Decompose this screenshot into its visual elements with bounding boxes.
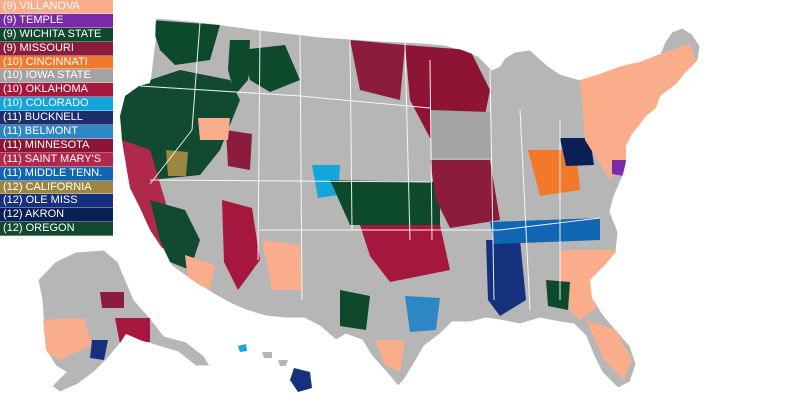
hawaii-island-1 bbox=[238, 344, 247, 352]
region-wichita-mt bbox=[240, 45, 300, 92]
region-middle-tenn bbox=[490, 218, 600, 244]
legend-item: (9) VILLANOVA bbox=[0, 0, 113, 14]
hawaii-island-3 bbox=[278, 360, 288, 366]
region-wichita-tx bbox=[340, 290, 370, 330]
legend-item: (11) BELMONT bbox=[0, 125, 113, 139]
region-missouri-nd bbox=[350, 40, 405, 100]
region-wichita-pnw bbox=[150, 20, 220, 65]
hawaii-islands bbox=[238, 344, 312, 392]
region-wichita-kansas bbox=[330, 180, 440, 225]
state-border-lines bbox=[139, 21, 601, 311]
region-villanova-ne bbox=[580, 44, 700, 180]
region-villanova-mt bbox=[198, 118, 230, 140]
legend-item: (9) TEMPLE bbox=[0, 13, 113, 28]
legend-item: (11) SAINT MARY'S bbox=[0, 152, 113, 167]
legend-item: (9) WICHITA STATE bbox=[0, 27, 113, 42]
region-belmont-tx bbox=[405, 296, 440, 332]
legend-item: (12) OLE MISS bbox=[0, 194, 113, 209]
region-oklahoma-ok bbox=[360, 225, 450, 282]
region-oregon-ca bbox=[150, 200, 200, 270]
region-villanova-az bbox=[262, 240, 302, 290]
map-legend: (9) VILLANOVA (9) TEMPLE (9) WICHITA STATE… bbox=[0, 0, 113, 237]
region-temple bbox=[612, 160, 626, 176]
legend-item: (12) AKRON bbox=[0, 208, 113, 223]
region-california bbox=[166, 150, 188, 176]
legend-item: (11) BUCKNELL bbox=[0, 111, 113, 126]
region-villanova-fl bbox=[586, 320, 632, 380]
alaska-missouri bbox=[100, 292, 124, 308]
legend-item: (10) OKLAHOMA bbox=[0, 83, 113, 98]
alaska-oklahoma bbox=[115, 318, 150, 344]
alaska-villanova bbox=[38, 318, 92, 360]
legend-item: (11) MIDDLE TENN. bbox=[0, 166, 113, 181]
legend-item: (10) CINCINNATI bbox=[0, 55, 113, 70]
region-wichita-ga bbox=[546, 280, 570, 310]
legend-item: (9) MISSOURI bbox=[0, 41, 113, 56]
hawaii-island-2 bbox=[262, 352, 272, 358]
region-oklahoma-nv bbox=[222, 200, 260, 290]
legend-item: (12) OREGON bbox=[0, 222, 113, 237]
region-villanova-tx bbox=[375, 340, 405, 372]
region-ole-miss bbox=[486, 240, 526, 316]
region-iowa-state bbox=[430, 110, 492, 158]
region-missouri-mt bbox=[226, 130, 252, 170]
legend-item: (12) CALIFORNIA bbox=[0, 180, 113, 195]
legend-item: (10) IOWA STATE bbox=[0, 69, 113, 84]
region-akron bbox=[560, 138, 594, 166]
region-missouri-mo bbox=[430, 160, 500, 228]
legend-item: (11) MINNESOTA bbox=[0, 138, 113, 153]
alaska-ole-miss bbox=[90, 340, 108, 360]
legend-item: (10) COLORADO bbox=[0, 97, 113, 112]
hawaii-island-big bbox=[290, 368, 312, 392]
